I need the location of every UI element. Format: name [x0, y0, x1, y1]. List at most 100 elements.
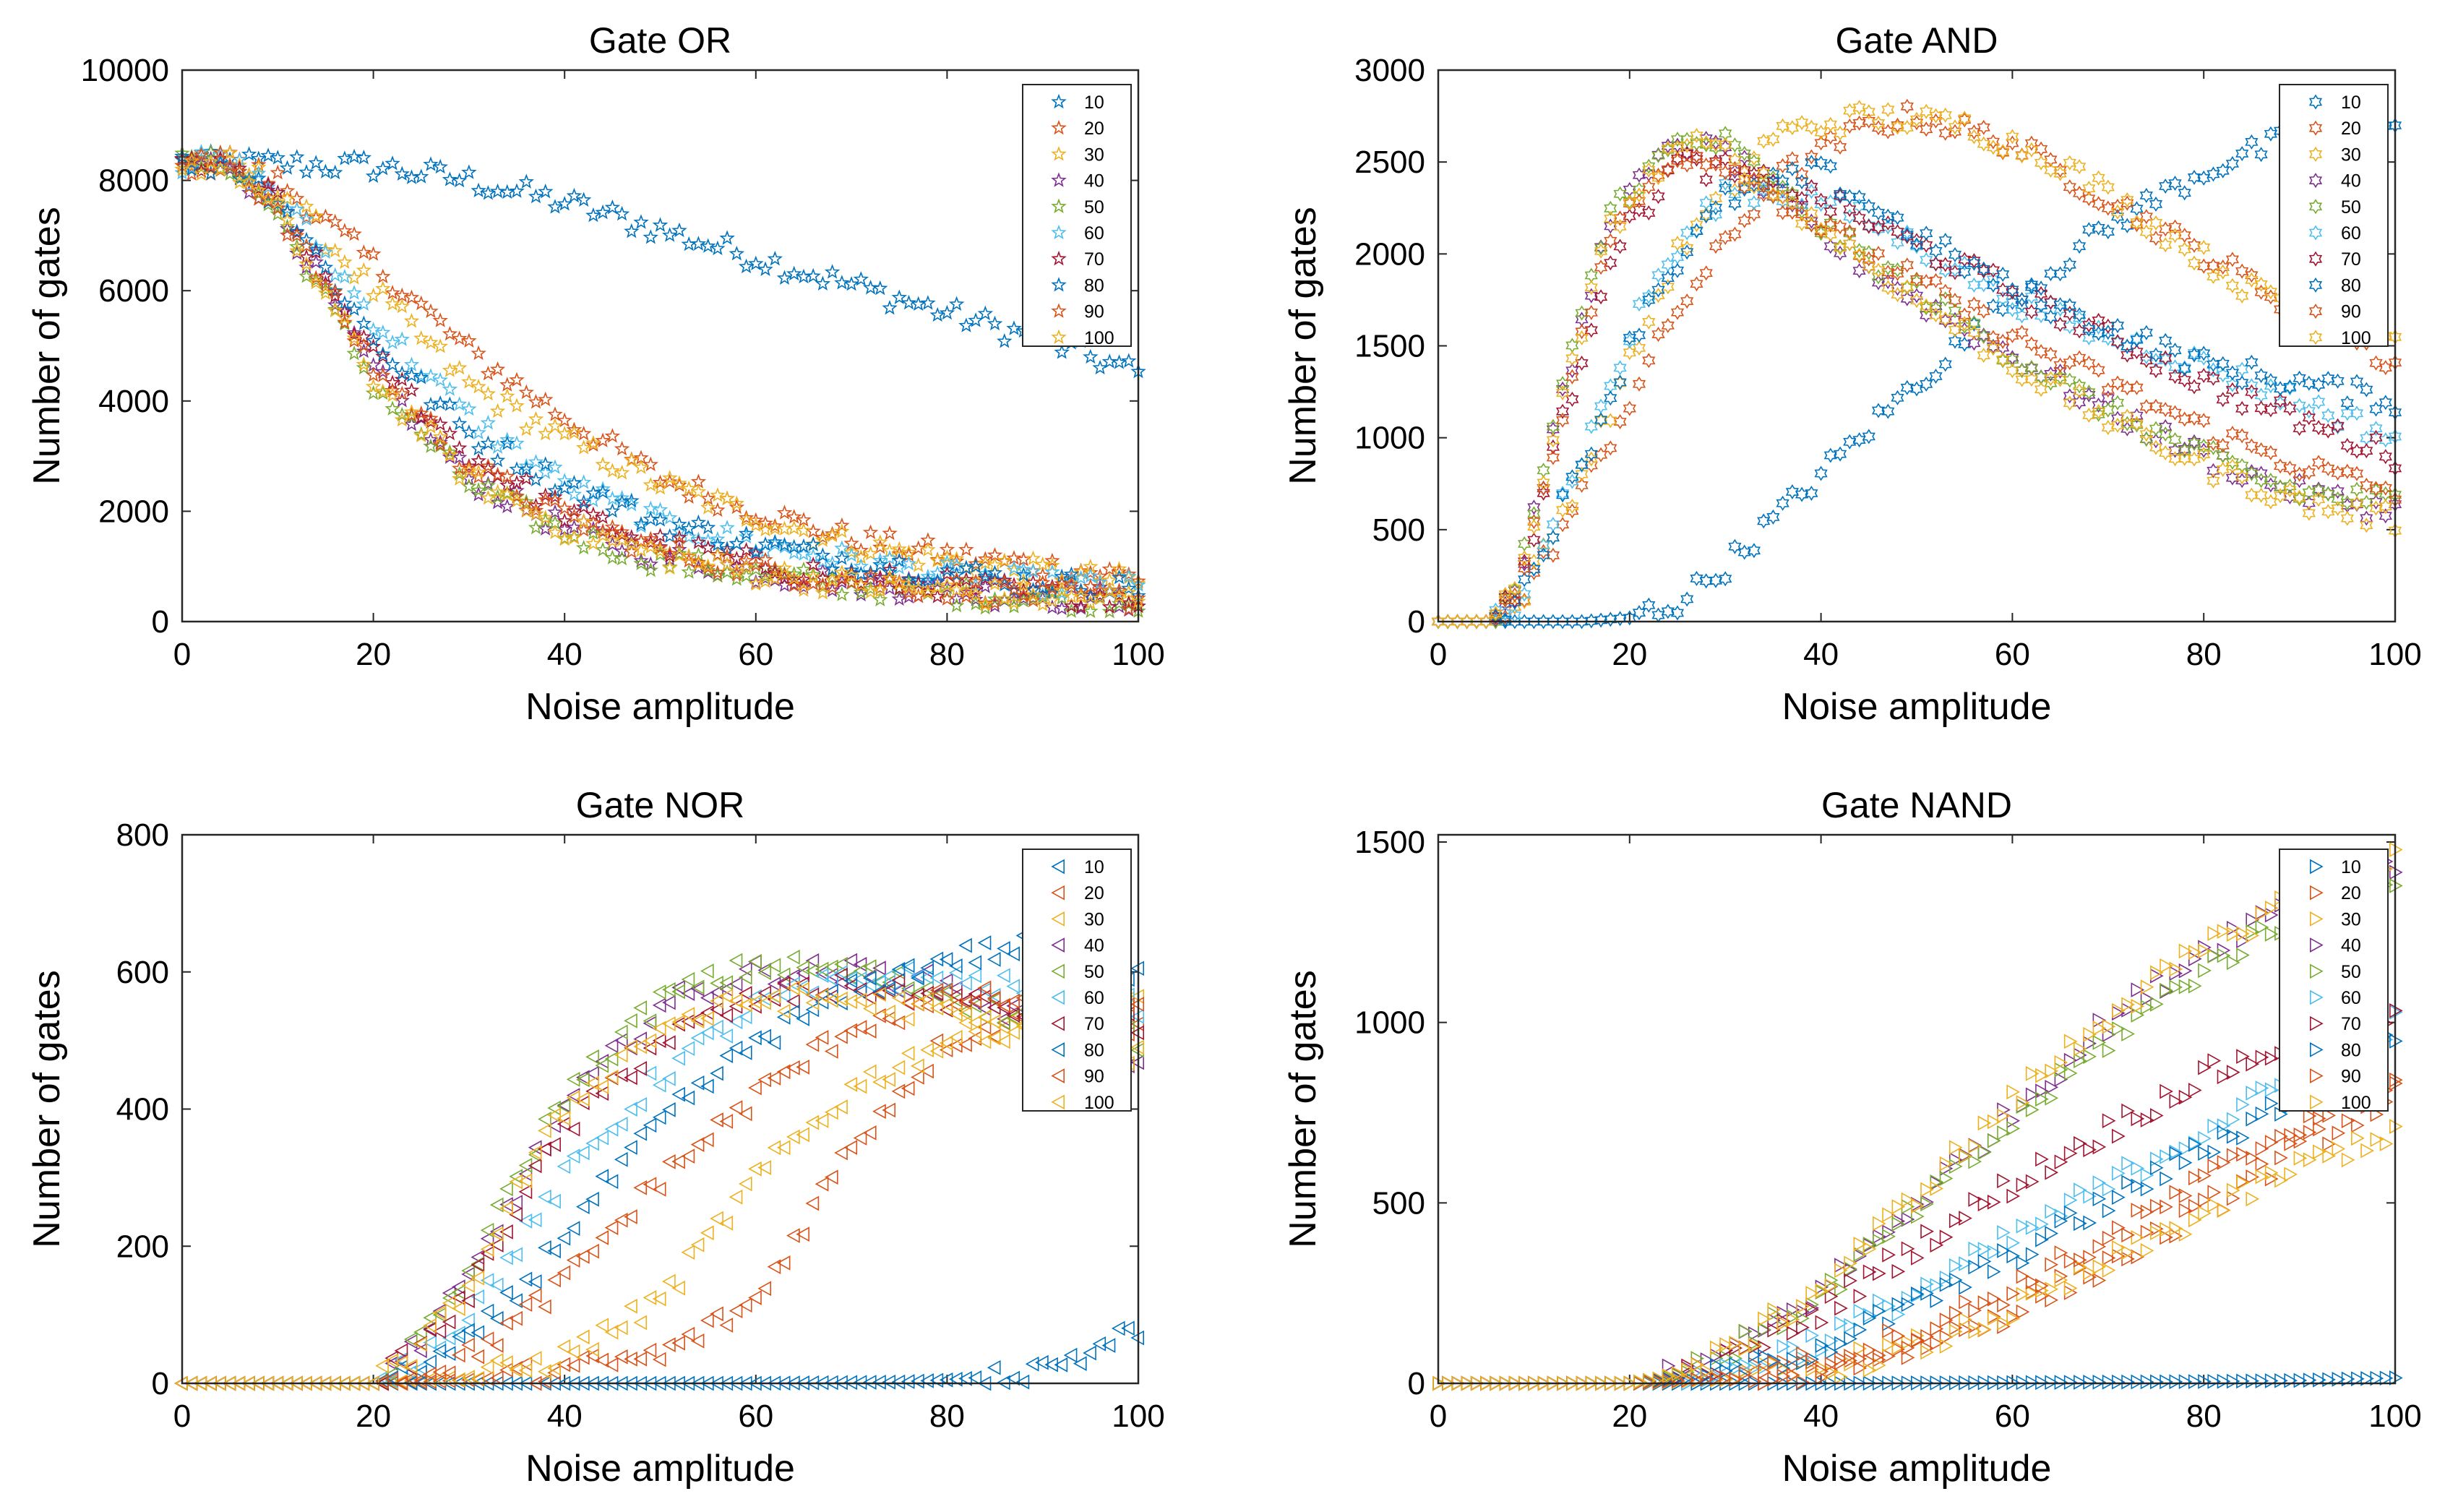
- data-point: [432, 312, 448, 327]
- data-point: [1891, 390, 1904, 405]
- data-point: [576, 1145, 590, 1161]
- data-point: [461, 374, 477, 389]
- data-point: [786, 566, 802, 581]
- data-point: [882, 570, 898, 585]
- data-point: [920, 960, 934, 976]
- data-point: [1594, 259, 1608, 275]
- data-point: [337, 268, 353, 284]
- data-point: [585, 1341, 599, 1357]
- data-point: [2160, 958, 2173, 974]
- data-point: [566, 486, 583, 502]
- data-point: [413, 168, 429, 184]
- data-point: [681, 1090, 695, 1106]
- data-point: [518, 384, 534, 400]
- data-point: [470, 440, 486, 456]
- data-point: [538, 1189, 551, 1205]
- data-point: [1948, 1140, 1963, 1156]
- data-point: [1824, 1333, 1839, 1349]
- data-point: [1604, 210, 1617, 226]
- data-point: [2273, 479, 2287, 495]
- data-point: [853, 271, 869, 286]
- data-point: [767, 251, 783, 266]
- data-point: [2063, 1375, 2078, 1390]
- data-point: [1909, 237, 1924, 253]
- data-point: [2063, 355, 2076, 371]
- x-tick-label: 60: [1995, 637, 2030, 672]
- data-point: [413, 369, 429, 385]
- data-point: [461, 424, 477, 439]
- data-point: [2341, 1152, 2355, 1168]
- data-point: [872, 539, 888, 554]
- data-point: [2053, 266, 2067, 282]
- data-point: [2168, 228, 2182, 244]
- data-point: [729, 562, 745, 578]
- data-point: [384, 400, 400, 416]
- data-point: [2284, 1135, 2298, 1151]
- data-point: [2217, 1069, 2231, 1085]
- data-point: [1871, 205, 1886, 220]
- data-point: [1121, 580, 1137, 596]
- data-point: [786, 265, 802, 281]
- data-point: [2063, 1193, 2078, 1208]
- data-point: [2121, 1174, 2135, 1190]
- x-tick-label: 40: [1803, 1399, 1839, 1434]
- data-point: [1823, 158, 1837, 174]
- data-point: [1834, 1355, 1848, 1370]
- data-point: [1814, 124, 1828, 140]
- data-point: [1073, 598, 1089, 614]
- data-point: [1776, 495, 1789, 511]
- data-point: [442, 171, 458, 186]
- data-point: [2351, 1130, 2365, 1146]
- data-point: [911, 296, 927, 312]
- data-point: [2006, 1248, 2021, 1264]
- data-point: [1871, 403, 1886, 418]
- data-point: [920, 572, 936, 588]
- data-point: [776, 567, 793, 582]
- data-point: [470, 486, 486, 502]
- data-point: [958, 1015, 972, 1031]
- legend-marker: [1051, 303, 1067, 318]
- data-point: [2187, 434, 2201, 450]
- legend-marker: [1051, 963, 1065, 979]
- data-point: [738, 1009, 752, 1025]
- data-point: [2025, 1285, 2040, 1301]
- data-point: [1977, 1115, 1992, 1131]
- legend-label: 10: [2341, 93, 2361, 113]
- data-point: [231, 163, 248, 179]
- legend-label: 50: [1084, 962, 1104, 982]
- data-point: [461, 1337, 475, 1353]
- legend-marker: [2308, 146, 2323, 162]
- data-point: [2187, 347, 2201, 363]
- data-point: [604, 1051, 619, 1067]
- data-point: [604, 1174, 619, 1190]
- data-point: [1987, 1194, 2001, 1210]
- data-point: [595, 523, 611, 538]
- data-point: [2006, 363, 2019, 379]
- data-point: [1795, 166, 1809, 182]
- data-point: [824, 555, 841, 570]
- data-point: [1709, 572, 1723, 588]
- data-point: [2159, 402, 2173, 418]
- data-point: [1537, 485, 1550, 501]
- data-point: [2245, 267, 2259, 283]
- data-point: [1054, 344, 1070, 359]
- data-point: [528, 471, 544, 486]
- data-point: [1006, 320, 1022, 335]
- data-point: [1968, 1138, 1982, 1154]
- data-point: [2331, 373, 2345, 389]
- data-point: [987, 564, 1003, 580]
- data-point: [614, 465, 630, 480]
- data-point: [2303, 1152, 2317, 1168]
- data-point: [2063, 257, 2076, 272]
- data-point: [528, 1274, 542, 1289]
- data-point: [289, 227, 305, 243]
- data-point: [1776, 183, 1789, 199]
- data-point: [2169, 1185, 2183, 1200]
- data-point: [260, 190, 276, 205]
- data-point: [1623, 400, 1636, 416]
- data-point: [671, 1014, 685, 1030]
- legend-marker: [1051, 911, 1065, 927]
- data-point: [872, 534, 888, 549]
- data-point: [2054, 1054, 2068, 1070]
